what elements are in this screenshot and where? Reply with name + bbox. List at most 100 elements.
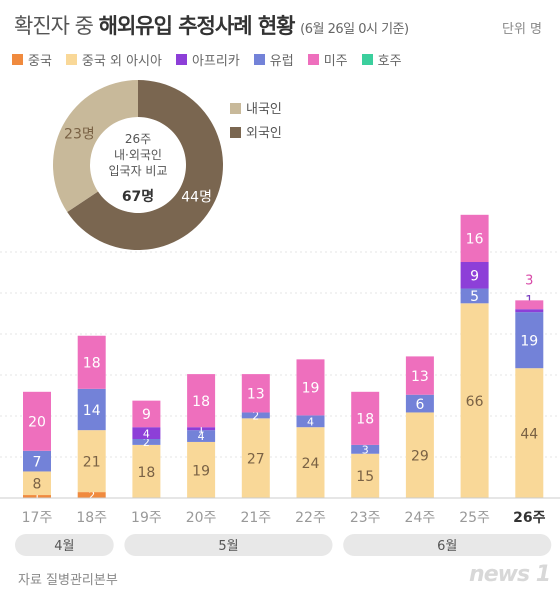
month-pill bbox=[15, 534, 114, 556]
data-label: 18 bbox=[356, 412, 374, 428]
month-pill bbox=[343, 534, 552, 556]
bar-segment bbox=[132, 439, 161, 445]
bar-segment bbox=[515, 309, 544, 313]
legend-label: 유럽 bbox=[269, 54, 294, 69]
data-label: 18 bbox=[137, 465, 155, 481]
bar-segment bbox=[460, 303, 489, 498]
donut-hole bbox=[91, 118, 185, 212]
data-label: 19 bbox=[520, 333, 538, 349]
bar-segment bbox=[460, 214, 489, 262]
data-label: 14 bbox=[83, 403, 101, 419]
bar-segment bbox=[460, 262, 489, 289]
legend-item: 호주 bbox=[361, 50, 402, 69]
pie-center-text: 26주 bbox=[125, 132, 151, 146]
bar-segment bbox=[351, 453, 380, 498]
bar-segment bbox=[132, 400, 161, 428]
data-label: 9 bbox=[470, 269, 479, 285]
data-label: 18 bbox=[192, 394, 210, 410]
bar-segment bbox=[23, 471, 51, 496]
data-label: 15 bbox=[356, 469, 374, 485]
data-label: 19 bbox=[192, 463, 210, 479]
legend-swatch bbox=[361, 54, 373, 65]
data-label: 13 bbox=[411, 369, 429, 385]
bar-segment bbox=[241, 418, 270, 498]
data-label: 27 bbox=[247, 451, 265, 467]
x-tick-label: 22주 bbox=[295, 510, 326, 526]
data-label: 7 bbox=[33, 454, 42, 470]
data-label: 4 bbox=[307, 415, 314, 428]
data-label: 44 bbox=[520, 426, 538, 442]
legend-swatch bbox=[12, 54, 23, 65]
data-label: 2 bbox=[88, 489, 95, 502]
month-label: 6월 bbox=[437, 539, 457, 554]
legend-swatch bbox=[307, 54, 319, 65]
bar-segment bbox=[187, 374, 216, 428]
pie-slice-label: 44명 bbox=[181, 189, 212, 205]
title-subtitle: (6월 26일 0시 기준) bbox=[300, 22, 409, 37]
bar-segment bbox=[241, 374, 270, 413]
bar-segment bbox=[187, 430, 216, 442]
data-label: 24 bbox=[302, 456, 320, 472]
data-label: 66 bbox=[466, 394, 484, 410]
x-tick-label: 25주 bbox=[459, 510, 490, 526]
data-label: 1 bbox=[198, 423, 205, 436]
source-label: 자료 질병관리본부 bbox=[18, 573, 118, 588]
data-label: 21 bbox=[83, 454, 101, 470]
bar-segment bbox=[241, 412, 270, 419]
bar-segment bbox=[187, 427, 216, 431]
x-tick-label: 23주 bbox=[350, 510, 381, 526]
title-prefix: 확진자 중 bbox=[14, 14, 99, 38]
pie-slice bbox=[53, 80, 138, 213]
bar-segment bbox=[132, 427, 161, 439]
bar-segment bbox=[77, 430, 106, 493]
pie-slice bbox=[67, 80, 223, 250]
data-label: 9 bbox=[142, 407, 151, 423]
legend-label: 중국 외 아시아 bbox=[81, 54, 162, 69]
bar-segment bbox=[405, 394, 434, 413]
data-label: 1 bbox=[34, 491, 41, 504]
title-bold: 해외유입 추정사례 현황 bbox=[98, 14, 296, 38]
data-label: 29 bbox=[411, 449, 429, 465]
bar-segment bbox=[187, 441, 216, 498]
x-tick-label: 18주 bbox=[76, 510, 107, 526]
bar-segment bbox=[296, 359, 325, 416]
unit-label: 단위 명 bbox=[501, 22, 542, 37]
bar-segment bbox=[296, 427, 325, 498]
pie-center-text: 내·외국인 bbox=[114, 148, 162, 162]
bar-segment bbox=[77, 388, 106, 431]
bar-segment bbox=[23, 450, 51, 472]
bar-segment bbox=[296, 415, 325, 428]
data-label: 20 bbox=[28, 415, 46, 431]
x-tick-label: 24주 bbox=[405, 510, 436, 526]
pie-center-text: 입국자 비교 bbox=[108, 164, 167, 178]
data-label: 2 bbox=[252, 409, 259, 422]
data-label: 2 bbox=[143, 436, 150, 449]
x-tick-label: 26주 bbox=[513, 510, 545, 526]
legend-label: 호주 bbox=[377, 54, 402, 69]
pie-legend-swatch bbox=[230, 103, 241, 114]
bar-segment bbox=[460, 288, 489, 304]
legend-swatch bbox=[175, 54, 187, 65]
news1-logo: news 1 bbox=[469, 562, 551, 587]
legend-label: 중국 bbox=[28, 54, 52, 69]
bar-segment bbox=[405, 412, 434, 498]
legend-swatch bbox=[253, 54, 265, 65]
x-tick-label: 20주 bbox=[186, 510, 217, 526]
legend-label: 미주 bbox=[323, 54, 348, 69]
data-label: 16 bbox=[466, 232, 484, 248]
bar-segment bbox=[515, 368, 544, 498]
legend-item: 아프리카 bbox=[175, 50, 240, 69]
legend-item: 중국 외 아시아 bbox=[65, 50, 162, 69]
month-label: 4월 bbox=[54, 539, 74, 554]
data-label: 4 bbox=[198, 430, 205, 443]
bar-segment bbox=[515, 312, 544, 369]
pie-legend-swatch bbox=[230, 127, 241, 138]
data-label: 6 bbox=[415, 397, 424, 413]
bar-segment bbox=[23, 495, 51, 498]
bar-segment bbox=[515, 300, 544, 310]
bar-segment bbox=[77, 335, 106, 389]
bar-segment bbox=[405, 356, 434, 395]
pie-legend-label: 내국인 bbox=[246, 102, 282, 117]
legend: 중국 중국 외 아시아 아프리카 유럽 미주 호주 bbox=[12, 50, 402, 69]
